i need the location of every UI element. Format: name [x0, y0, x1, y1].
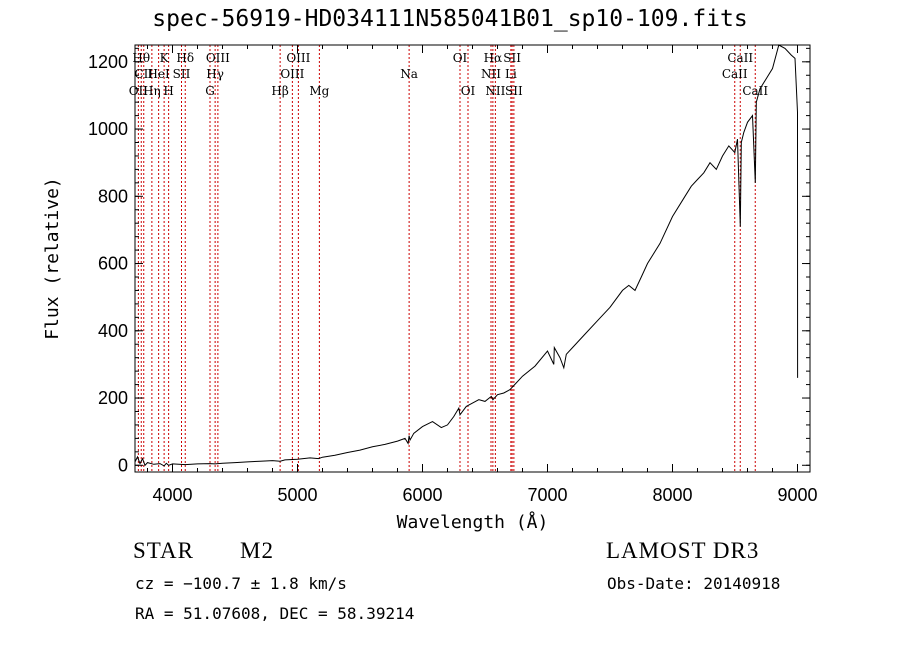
- chart-title: spec-56919-HD034111N585041B01_sp10-109.f…: [152, 6, 748, 32]
- line-marker-label: Hη: [143, 84, 161, 98]
- object-class: STAR: [133, 538, 194, 563]
- line-marker-label: OIII: [206, 51, 230, 65]
- y-tick-label: 800: [98, 186, 128, 206]
- line-marker-label: HeI: [147, 67, 170, 81]
- ra-dec-coordinates: RA = 51.07608, DEC = 58.39214: [135, 604, 415, 623]
- line-marker-label: H: [163, 84, 173, 98]
- observation-date: Obs-Date: 20140918: [607, 574, 781, 593]
- line-marker-label: NII: [481, 67, 501, 81]
- y-tick-label: 600: [98, 254, 128, 274]
- x-tick-label: 9000: [777, 485, 817, 505]
- line-marker-label: G: [205, 84, 215, 98]
- x-tick-label: 8000: [652, 485, 692, 505]
- y-tick-label: 1200: [88, 52, 128, 72]
- line-marker-label: Li: [505, 67, 517, 81]
- line-marker-label: Hα: [484, 51, 503, 65]
- survey-name: LAMOST DR3: [606, 538, 760, 563]
- plot-frame: [134, 44, 811, 473]
- line-marker-label: Hβ: [271, 84, 288, 98]
- x-axis-label: Wavelength (Å): [397, 511, 549, 533]
- line-marker-labels: OIIHθCIIHηHeIKHSIIHδGHγOIIIHβOIIIOIIIMgN…: [129, 51, 769, 98]
- line-marker-label: CaII: [727, 51, 753, 65]
- y-axis-ticks: 0 200 400 600 800 1000 1200: [88, 47, 810, 475]
- line-marker-label: OII: [129, 84, 149, 98]
- line-marker-label: OI: [461, 84, 476, 98]
- x-axis-ticks: 4000 5000 6000 7000 8000 9000: [147, 45, 818, 505]
- x-tick-label: 6000: [402, 485, 442, 505]
- line-marker-label: CaII: [742, 84, 768, 98]
- line-markers: [137, 45, 756, 472]
- line-marker-label: CaII: [722, 67, 748, 81]
- y-tick-label: 0: [118, 455, 128, 475]
- x-tick-label: 5000: [277, 485, 317, 505]
- line-marker-label: OI: [453, 51, 468, 65]
- object-subclass: M2: [240, 538, 274, 563]
- line-marker-label: OIII: [286, 51, 310, 65]
- line-marker-label: SII: [505, 84, 523, 98]
- line-marker-label: K: [160, 51, 170, 65]
- spectrum-line: [134, 44, 799, 467]
- redshift-velocity: cz = −100.7 ± 1.8 km/s: [135, 574, 347, 593]
- y-axis-label: Flux (relative): [42, 177, 63, 340]
- line-marker-label: Mg: [309, 84, 329, 98]
- y-tick-label: 1000: [88, 119, 128, 139]
- line-marker-label: Hγ: [206, 67, 224, 81]
- x-tick-label: 4000: [152, 485, 192, 505]
- line-marker-label: Na: [400, 67, 418, 81]
- x-tick-label: 7000: [527, 485, 567, 505]
- line-marker-label: NII: [485, 84, 505, 98]
- line-marker-label: SII: [173, 67, 191, 81]
- line-marker-label: SII: [503, 51, 521, 65]
- y-tick-label: 400: [98, 321, 128, 341]
- y-tick-label: 200: [98, 388, 128, 408]
- line-marker-label: OIII: [280, 67, 304, 81]
- line-marker-label: Hδ: [176, 51, 194, 65]
- line-marker-label: CII: [134, 67, 153, 81]
